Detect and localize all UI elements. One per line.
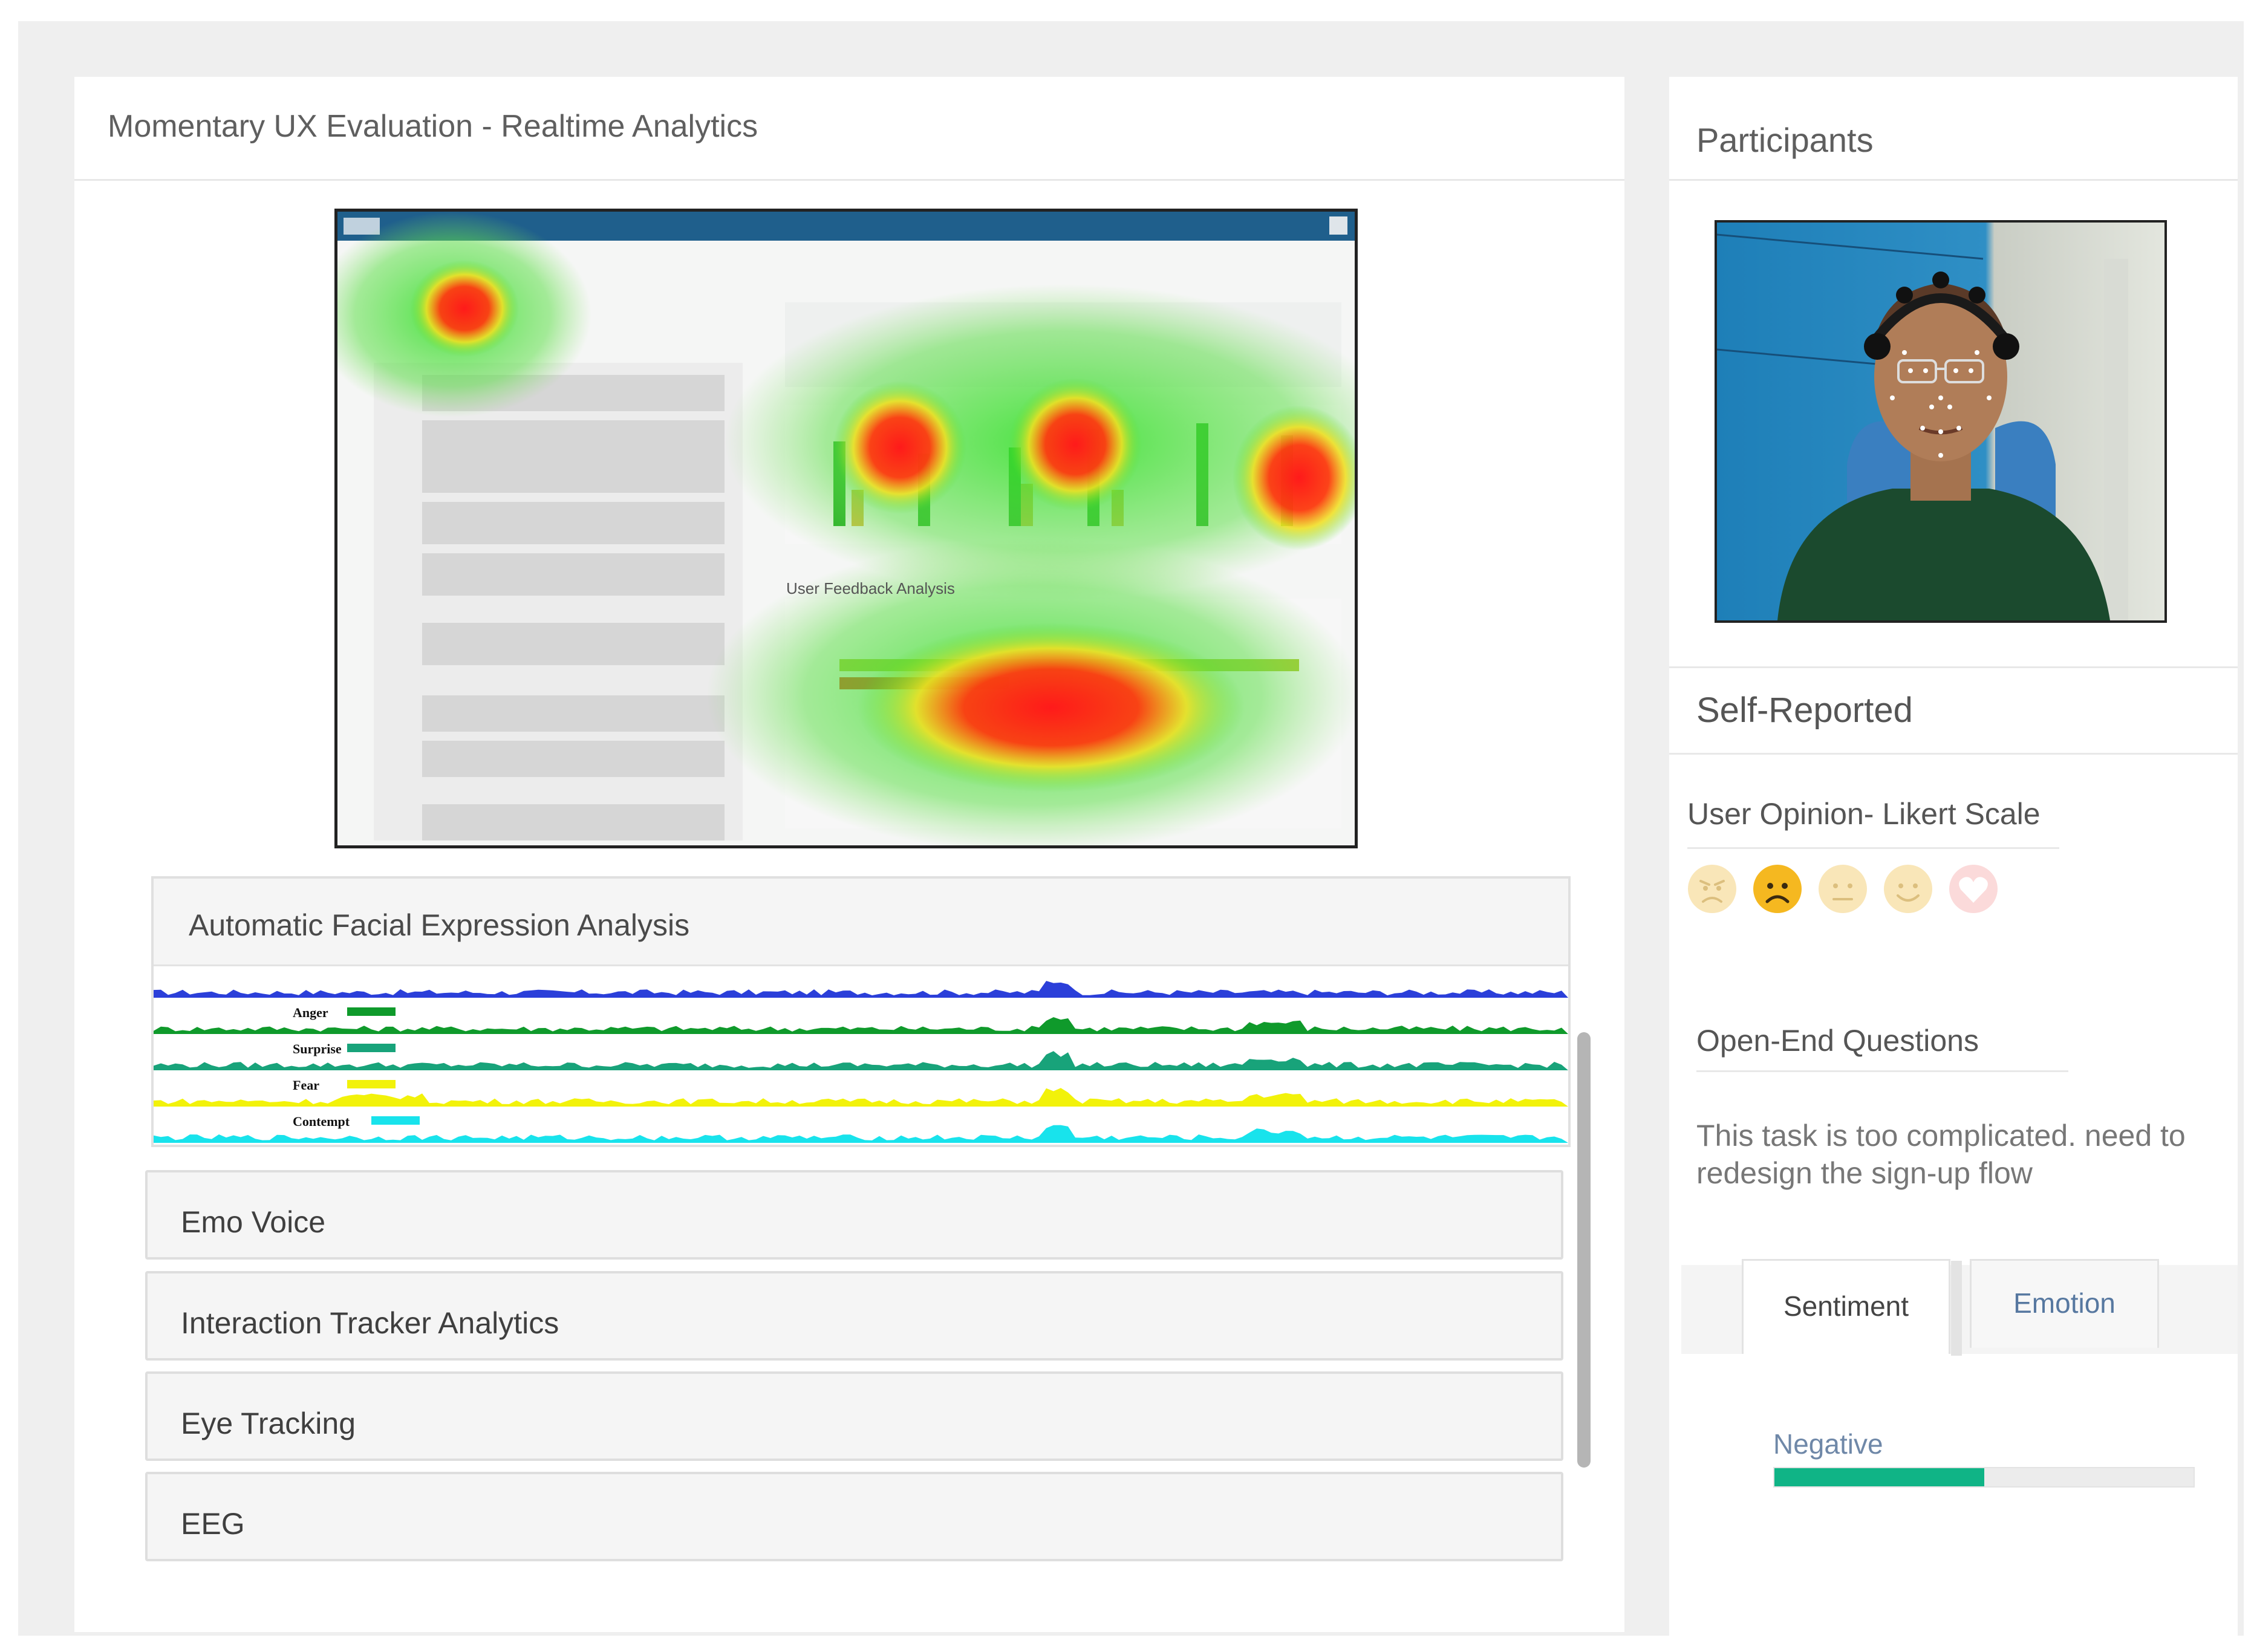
analytics-panel-header: Momentary UX Evaluation - Realtime Analy… — [74, 77, 1624, 181]
participant-panel: Participants — [1669, 77, 2238, 1637]
heatmap-subtitle: User Feedback Analysis — [786, 579, 955, 597]
expression-track-surprise — [154, 1051, 1568, 1070]
self-reported-header: Self-Reported — [1669, 666, 2238, 755]
expression-track-contempt — [154, 1125, 1568, 1143]
expression-track-swatch — [371, 1116, 420, 1125]
smile-face-icon[interactable] — [1882, 863, 1934, 915]
expression-track-label: Surprise — [293, 1041, 342, 1056]
facial-expression-panel: Automatic Facial Expression Analysis Ang… — [151, 876, 1571, 1147]
expression-track-label: Fear — [293, 1078, 319, 1093]
expression-track-baseline — [154, 981, 1568, 998]
angry-face-icon[interactable] — [1686, 863, 1738, 915]
interaction-tracker-label: Interaction Tracker Analytics — [181, 1306, 559, 1340]
sentiment-bar-fill — [1774, 1468, 1984, 1486]
facial-expression-timeline: Anger Surprise Fear Contempt — [154, 966, 1568, 1147]
open-end-questions-title: Open-End Questions — [1696, 1023, 2068, 1072]
emo-voice-label: Emo Voice — [181, 1205, 326, 1239]
expression-track-anger — [154, 1017, 1568, 1034]
emo-voice-section[interactable]: Emo Voice — [145, 1170, 1563, 1260]
participants-title: Participants — [1696, 121, 1874, 159]
participant-webcam-feed — [1715, 220, 2167, 623]
sentiment-bar — [1773, 1467, 2195, 1488]
expression-track-fear — [154, 1088, 1568, 1107]
interaction-tracker-section[interactable]: Interaction Tracker Analytics — [145, 1271, 1563, 1361]
page-title: Momentary UX Evaluation - Realtime Analy… — [108, 109, 758, 144]
eeg-label: EEG — [181, 1507, 245, 1541]
likert-title: User Opinion- Likert Scale — [1687, 796, 2059, 849]
expression-track-swatch — [347, 1080, 396, 1088]
neutral-face-icon[interactable] — [1817, 863, 1869, 915]
expression-track-swatch — [347, 1044, 396, 1052]
expression-track-swatch — [347, 1007, 396, 1016]
tab-emotion[interactable]: Emotion — [1970, 1259, 2159, 1348]
eye-tracking-label: Eye Tracking — [181, 1406, 356, 1440]
open-end-answer: This task is too complicated. need to re… — [1696, 1119, 2186, 1190]
expression-track-label: Contempt — [293, 1114, 350, 1129]
eye-tracking-section[interactable]: Eye Tracking — [145, 1371, 1563, 1461]
facial-expression-header[interactable]: Automatic Facial Expression Analysis — [154, 879, 1568, 966]
participants-header: Participants — [1669, 77, 2238, 181]
sad-face-icon[interactable] — [1751, 863, 1803, 915]
self-reported-title: Self-Reported — [1696, 691, 1913, 730]
heart-icon[interactable] — [1947, 863, 1999, 915]
analysis-tabs: Sentiment Emotion — [1681, 1259, 2238, 1356]
analytics-panel: Momentary UX Evaluation - Realtime Analy… — [74, 77, 1624, 1632]
tab-sentiment[interactable]: Sentiment — [1742, 1259, 1962, 1356]
expression-track-label: Anger — [293, 1005, 328, 1020]
facial-expression-title: Automatic Facial Expression Analysis — [189, 908, 690, 942]
eye-tracking-heatmap: User Feedback Analysis — [334, 209, 1358, 848]
sentiment-label: Negative — [1773, 1428, 1883, 1460]
vertical-scrollbar[interactable] — [1577, 1032, 1591, 1468]
app-background: Momentary UX Evaluation - Realtime Analy… — [18, 21, 2244, 1637]
eeg-section[interactable]: EEG — [145, 1472, 1563, 1561]
